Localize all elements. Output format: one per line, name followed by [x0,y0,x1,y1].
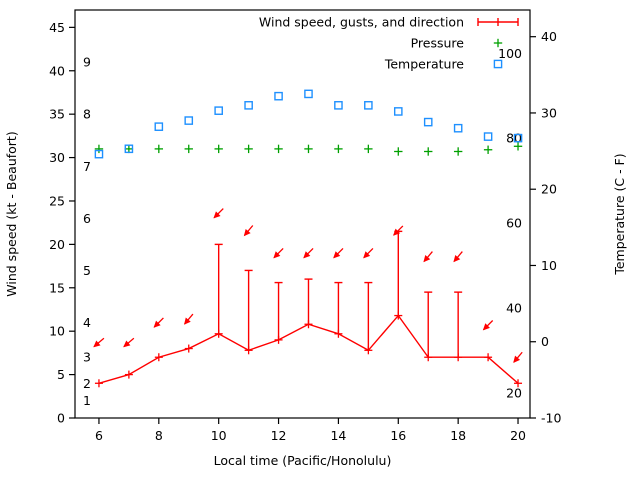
wind-direction-arrowhead [184,317,191,325]
beaufort-label: 3 [83,350,91,365]
beaufort-label: 8 [83,107,91,122]
y-tick-label: 20 [49,237,65,252]
y2-tick-label: 20 [541,182,557,197]
x-tick-label: 8 [155,428,163,443]
temperature-point [184,116,194,125]
y2-tick-label: 0 [541,334,549,349]
wind-direction-arrowhead [123,340,131,348]
temperature-point [94,149,104,159]
y-tick-label: 0 [57,411,65,426]
beaufort-label: 7 [83,159,91,174]
y-tick-label: 40 [49,63,65,78]
wind-direction-arrowhead [482,323,490,331]
y2-tick-label: 10 [541,258,557,273]
legend-label: Pressure [411,36,465,51]
beaufort-label: 1 [83,393,91,408]
x-axis-title: Local time (Pacific/Honolulu) [214,453,392,468]
y-tick-label: 5 [57,367,65,382]
temperature-point [244,101,253,110]
fahrenheit-label: 100 [498,46,522,61]
wind-direction-arrowhead [153,320,161,328]
temperature-point [423,117,433,127]
legend-label: Temperature [384,57,464,72]
legend-label: Wind speed, gusts, and direction [259,15,464,30]
beaufort-label: 2 [83,376,91,391]
plot-frame [74,9,531,419]
wind-direction-arrowhead [513,355,521,363]
y-tick-label: 45 [49,20,65,35]
legend-square-sample [493,59,503,69]
temperature-point [274,91,283,101]
x-tick-label: 10 [211,428,227,443]
wind-direction-arrowhead [453,254,461,263]
y2-tick-label: 40 [541,29,557,44]
beaufort-label: 5 [83,263,91,278]
x-tick-label: 12 [271,428,287,443]
temperature-point [364,101,373,110]
y-tick-label: 15 [49,280,65,295]
x-tick-label: 6 [95,428,103,443]
y-axis-title: Wind speed (kt - Beaufort) [4,131,19,296]
wind-direction-arrowhead [93,340,101,348]
beaufort-label: 9 [83,55,91,70]
temperature-point [334,101,343,110]
y-tick-label: 30 [49,150,65,165]
beaufort-label: 6 [83,211,91,226]
temperature-point [393,107,403,116]
temperature-point [513,133,523,143]
temperature-point [483,132,493,141]
y-tick-label: 25 [49,193,65,208]
wind-direction-arrowhead [393,228,401,236]
temperature-point [453,123,463,133]
fahrenheit-label: 60 [506,215,522,230]
temperature-point [124,144,134,154]
y2-tick-label: -10 [541,411,561,426]
wind-direction-arrowhead [363,251,371,259]
x-tick-label: 16 [390,428,406,443]
wind-direction-arrowhead [243,228,251,237]
wind-direction-arrowhead [303,251,311,259]
y-tick-label: 10 [49,324,65,339]
temperature-point [154,122,164,131]
temperature-point [214,106,223,115]
fahrenheit-label: 40 [506,301,522,316]
fahrenheit-label: 20 [506,385,522,400]
beaufort-label: 4 [83,315,91,330]
x-tick-label: 14 [330,428,346,443]
wind-direction-arrowhead [213,211,221,219]
temperature-point [304,89,313,99]
x-tick-label: 20 [510,428,526,443]
wind-direction-arrowhead [423,254,431,263]
y2-axis-title: Temperature (C - F) [612,153,627,275]
y-tick-label: 35 [49,107,65,122]
wind-direction-arrowhead [273,251,281,259]
y2-tick-label: 30 [541,105,557,120]
wind-direction-arrowhead [333,251,341,259]
x-tick-label: 18 [450,428,466,443]
